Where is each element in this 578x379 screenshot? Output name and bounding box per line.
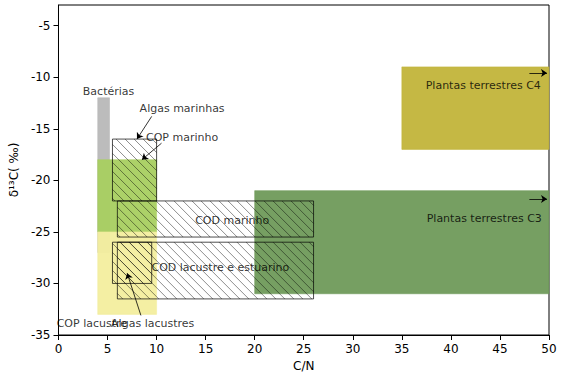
svg-text:50: 50 — [541, 342, 556, 356]
svg-text:30: 30 — [345, 342, 360, 356]
svg-text:C/N: C/N — [293, 359, 314, 373]
svg-text:COD marinho: COD marinho — [195, 214, 269, 227]
svg-text:Plantas terrestres C4: Plantas terrestres C4 — [426, 79, 541, 92]
svg-text:Bactérias: Bactérias — [83, 85, 135, 98]
svg-text:10: 10 — [149, 342, 164, 356]
svg-text:-5: -5 — [39, 19, 51, 33]
svg-text:5: 5 — [104, 342, 112, 356]
svg-text:-35: -35 — [31, 328, 51, 342]
svg-text:20: 20 — [247, 342, 262, 356]
svg-text:25: 25 — [296, 342, 311, 356]
svg-text:-10: -10 — [31, 70, 51, 84]
svg-text:-25: -25 — [31, 225, 51, 239]
svg-text:-20: -20 — [31, 173, 51, 187]
svg-text:COP marinho: COP marinho — [146, 131, 218, 144]
svg-text:35: 35 — [394, 342, 409, 356]
svg-text:-30: -30 — [31, 276, 51, 290]
svg-text:40: 40 — [443, 342, 458, 356]
svg-text:45: 45 — [492, 342, 507, 356]
svg-text:COD lacustre e estuarino: COD lacustre e estuarino — [151, 261, 289, 274]
svg-text:0: 0 — [55, 342, 63, 356]
svg-text:δ¹³C( ‰): δ¹³C( ‰) — [7, 143, 21, 198]
svg-text:Plantas terrestres C3: Plantas terrestres C3 — [427, 212, 542, 225]
svg-text:Algas marinhas: Algas marinhas — [140, 102, 225, 115]
svg-text:-15: -15 — [31, 122, 51, 136]
svg-text:Algas lacustres: Algas lacustres — [111, 317, 194, 330]
svg-text:15: 15 — [198, 342, 213, 356]
svg-text:COP lacustre: COP lacustre — [56, 317, 127, 331]
